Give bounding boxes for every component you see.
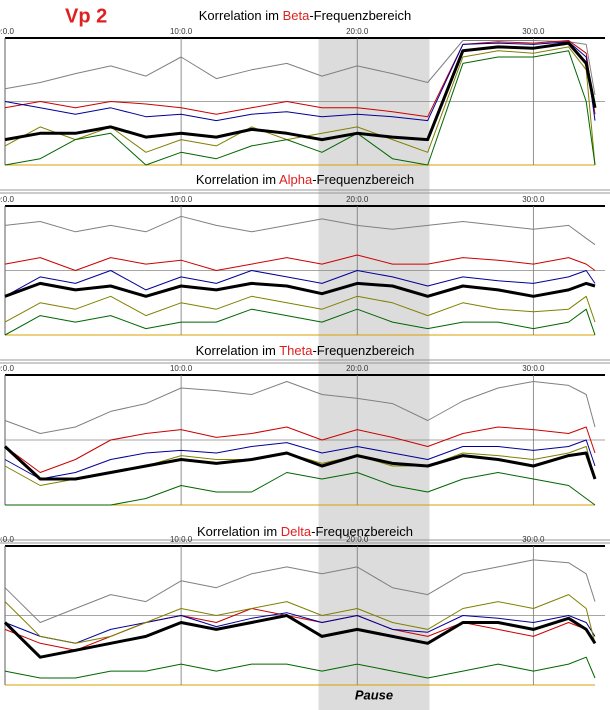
- series-line: [4, 254, 596, 271]
- title-part: Korrelation im: [196, 343, 280, 358]
- title-part: Korrelation im: [199, 8, 283, 23]
- series-line: [4, 308, 596, 336]
- series-line: [4, 40, 596, 96]
- title-part: -Frequenzbereich: [312, 343, 414, 358]
- x-tick-label: 10:0.0: [170, 27, 193, 36]
- x-tick-label: 20:0.0: [346, 364, 369, 373]
- x-tick-label: 0:0.0: [0, 195, 14, 204]
- series-line: [4, 594, 596, 644]
- panel-title: Korrelation im Beta-Frequenzbereich: [199, 8, 411, 23]
- title-part: Beta: [283, 8, 311, 23]
- panel-title: Korrelation im Alpha-Frequenzbereich: [196, 172, 414, 187]
- series-line: [3, 614, 597, 659]
- series-line: [4, 608, 596, 651]
- title-part: Korrelation im: [196, 172, 279, 187]
- series-line: [4, 281, 596, 298]
- x-tick-label: 30:0.0: [522, 535, 545, 544]
- title-part: -Frequenzbereich: [311, 524, 413, 539]
- series-line: [4, 559, 596, 623]
- series-line: [4, 50, 596, 166]
- series-line: [4, 41, 597, 142]
- x-tick-label: 20:0.0: [346, 195, 369, 204]
- x-tick-label: 30:0.0: [522, 27, 545, 36]
- series-line: [4, 612, 596, 644]
- panel-title: Korrelation im Theta-Frequenzbereich: [196, 343, 415, 358]
- series-line: [4, 295, 596, 323]
- x-tick-label: 0:0.0: [0, 535, 14, 544]
- pause-label: Pause: [355, 687, 393, 702]
- title-part: -Frequenzbereich: [312, 172, 414, 187]
- series-line: [4, 426, 596, 473]
- title-part: Korrelation im: [197, 524, 281, 539]
- x-tick-label: 20:0.0: [346, 535, 369, 544]
- series-line: [4, 656, 596, 679]
- series-line: [4, 41, 596, 122]
- series-line: [4, 270, 596, 297]
- x-tick-label: 0:0.0: [0, 27, 14, 36]
- page-title: Vp 2: [65, 5, 107, 27]
- series-line: [4, 215, 596, 246]
- x-tick-label: 10:0.0: [170, 535, 193, 544]
- x-tick-label: 0:0.0: [0, 364, 14, 373]
- x-tick-label: 30:0.0: [522, 195, 545, 204]
- title-part: -Frequenzbereich: [309, 8, 411, 23]
- title-part: Theta: [279, 343, 313, 358]
- series-line: [5, 472, 596, 506]
- x-tick-label: 30:0.0: [522, 364, 545, 373]
- title-part: Delta: [281, 524, 312, 539]
- series-line: [4, 439, 596, 480]
- title-part: Alpha: [279, 172, 313, 187]
- x-tick-label: 20:0.0: [346, 27, 369, 36]
- panel-title: Korrelation im Delta-Frequenzbereich: [197, 524, 413, 539]
- x-tick-label: 10:0.0: [170, 195, 193, 204]
- series-line: [4, 46, 596, 166]
- series-line: [4, 40, 596, 118]
- series-line: [3, 445, 597, 481]
- x-tick-label: 10:0.0: [170, 364, 193, 373]
- series-line: [4, 381, 596, 434]
